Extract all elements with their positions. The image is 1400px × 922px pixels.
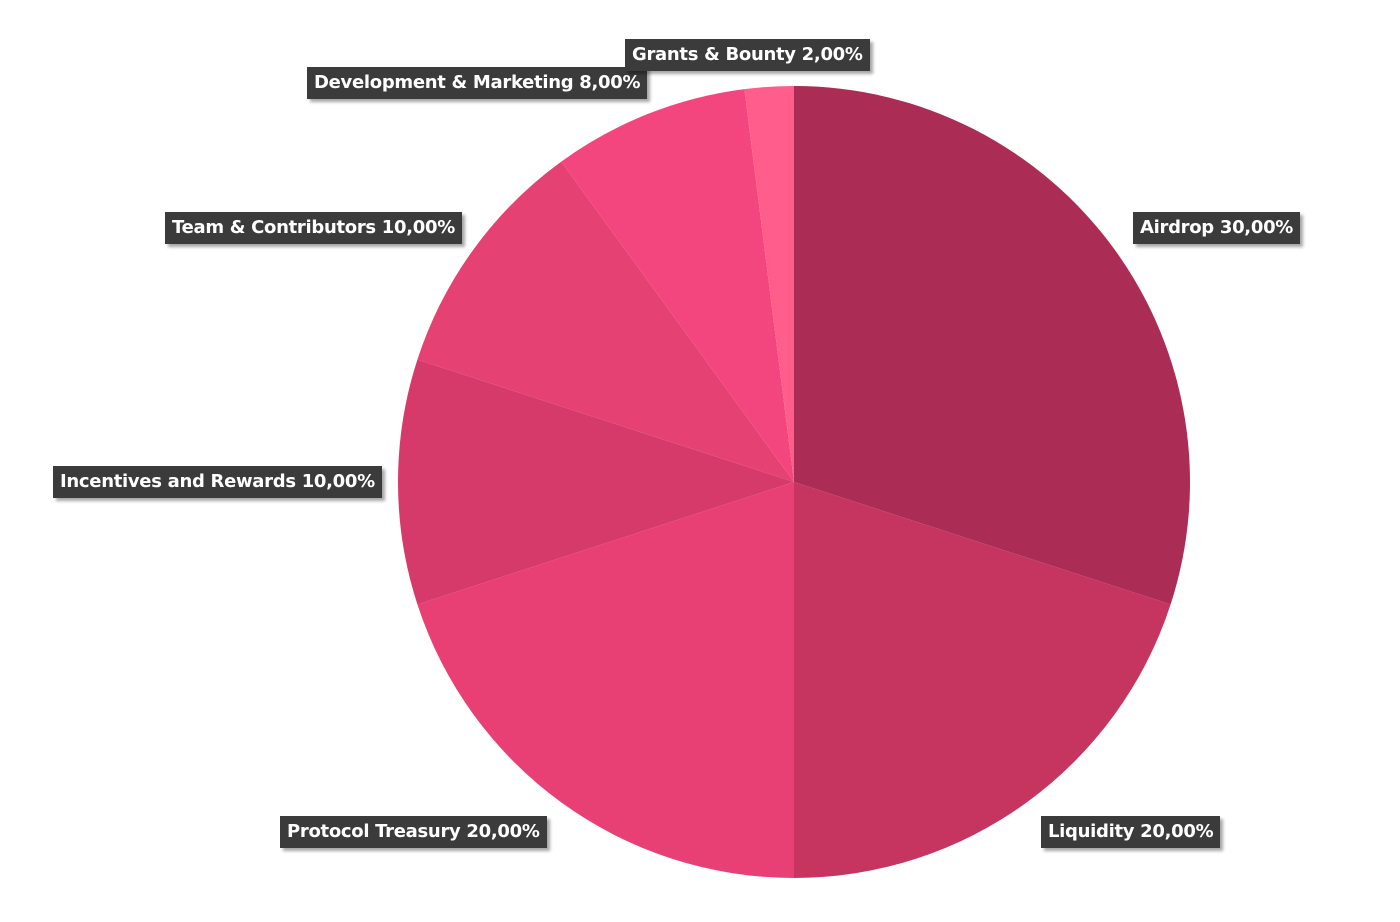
slice-airdrop [794, 86, 1190, 605]
slice-team-contributors [417, 161, 794, 482]
label-grants-bounty: Grants & Bounty 2,00% [625, 39, 870, 71]
slice-grants-bounty [744, 86, 794, 482]
label-team-contributors: Team & Contributors 10,00% [165, 212, 462, 244]
slice-liquidity [794, 482, 1171, 878]
label-incentives-and-rewards: Incentives and Rewards 10,00% [53, 466, 382, 498]
slice-development-marketing [561, 89, 794, 482]
label-airdrop: Airdrop 30,00% [1133, 212, 1301, 244]
slice-protocol-treasury [417, 482, 794, 878]
label-development-marketing: Development & Marketing 8,00% [307, 67, 648, 99]
slice-incentives-and-rewards [397, 359, 794, 605]
label-protocol-treasury: Protocol Treasury 20,00% [280, 816, 547, 848]
label-liquidity: Liquidity 20,00% [1041, 816, 1221, 848]
pie-slices [397, 86, 1190, 878]
